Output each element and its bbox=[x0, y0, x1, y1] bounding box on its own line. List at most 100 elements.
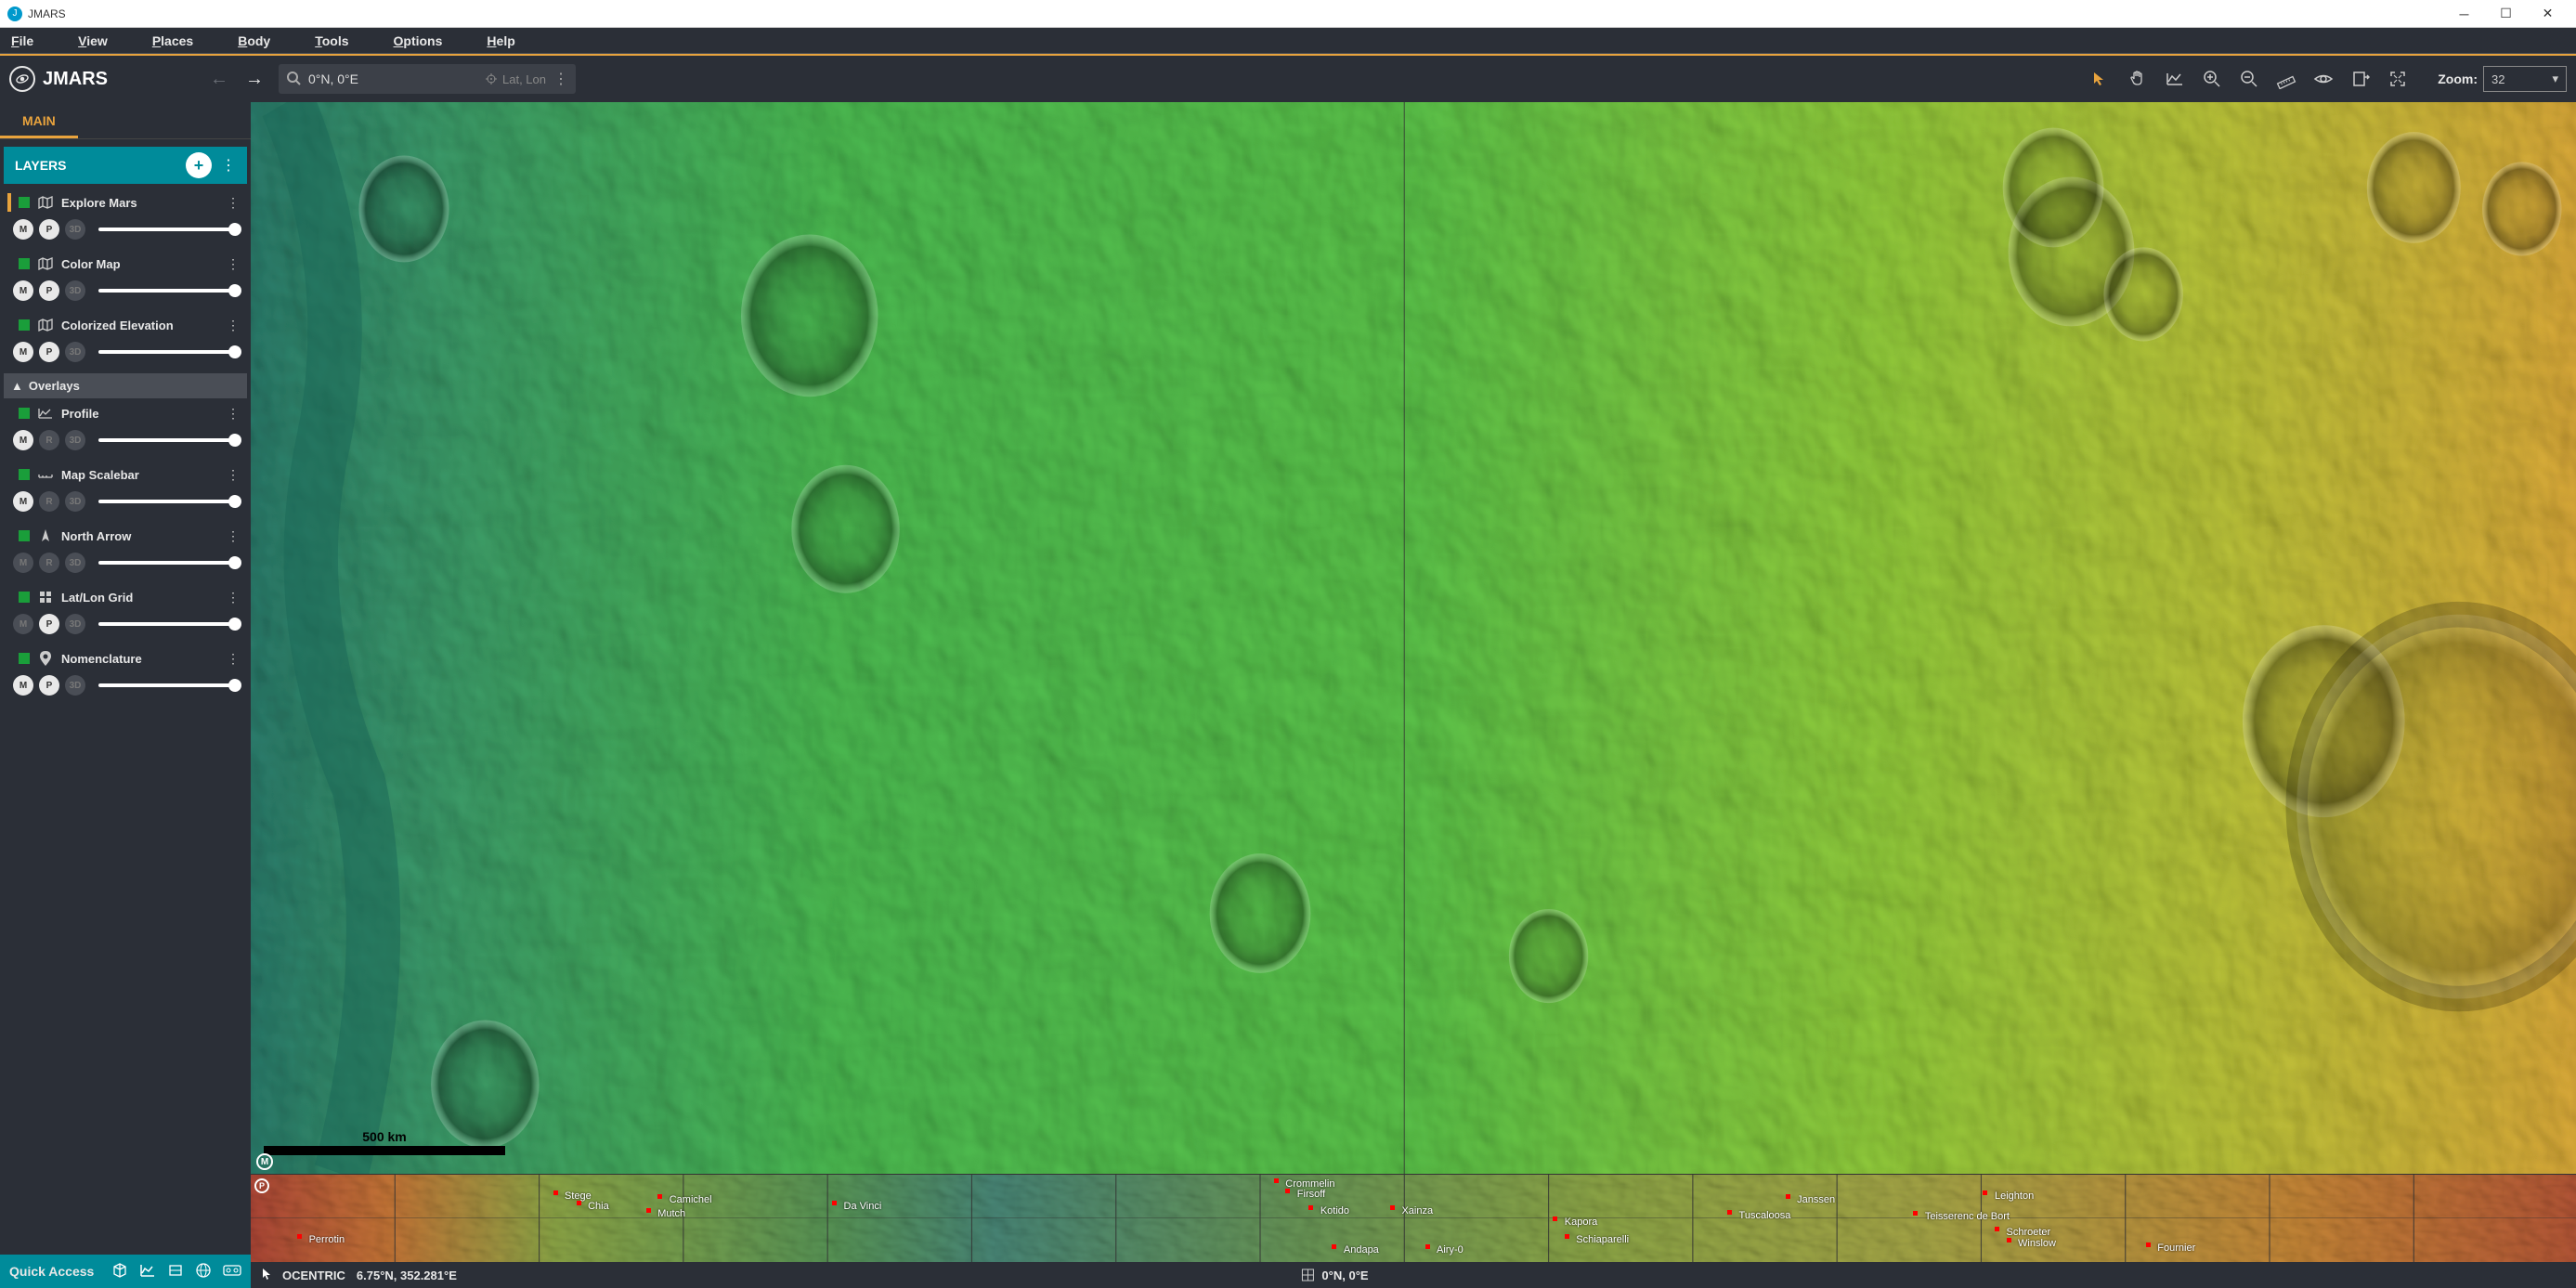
fit-tool-icon[interactable] bbox=[2387, 69, 2408, 89]
layer-visibility-checkbox[interactable] bbox=[19, 258, 30, 269]
maximize-button[interactable]: ☐ bbox=[2485, 0, 2527, 28]
overview-panel[interactable]: P PerrotinStegeChiaCamichelMutchDa Vinci… bbox=[251, 1174, 2576, 1262]
layer-pill-3D[interactable]: 3D bbox=[65, 675, 85, 696]
qa-globe-icon[interactable] bbox=[195, 1262, 212, 1281]
layer-opacity-slider[interactable] bbox=[98, 683, 236, 687]
layer-pill-3D[interactable]: 3D bbox=[65, 553, 85, 573]
layer-menu-icon[interactable]: ⋮ bbox=[223, 406, 243, 422]
layer-row[interactable]: Explore Mars ⋮ bbox=[4, 188, 247, 217]
layer-visibility-checkbox[interactable] bbox=[19, 592, 30, 603]
layer-opacity-slider[interactable] bbox=[98, 289, 236, 293]
layer-row[interactable]: Nomenclature ⋮ bbox=[4, 644, 247, 673]
zoom-in-icon[interactable] bbox=[2202, 69, 2222, 89]
zoom-out-icon[interactable] bbox=[2239, 69, 2259, 89]
layer-menu-icon[interactable]: ⋮ bbox=[223, 651, 243, 667]
layer-pill-R[interactable]: R bbox=[39, 491, 59, 512]
pan-tool-icon[interactable] bbox=[2127, 69, 2148, 89]
slider-thumb[interactable] bbox=[228, 345, 241, 358]
qa-vr-icon[interactable] bbox=[223, 1264, 241, 1280]
layer-opacity-slider[interactable] bbox=[98, 500, 236, 503]
overlays-section-header[interactable]: ▲Overlays bbox=[4, 373, 247, 398]
add-layer-button[interactable]: + bbox=[186, 152, 212, 178]
layer-visibility-checkbox[interactable] bbox=[19, 530, 30, 541]
layer-visibility-checkbox[interactable] bbox=[19, 197, 30, 208]
layer-menu-icon[interactable]: ⋮ bbox=[223, 318, 243, 333]
layer-visibility-checkbox[interactable] bbox=[19, 408, 30, 419]
layer-row[interactable]: North Arrow ⋮ bbox=[4, 521, 247, 551]
menu-file[interactable]: File bbox=[7, 30, 37, 52]
layer-pill-3D[interactable]: 3D bbox=[65, 342, 85, 362]
slider-thumb[interactable] bbox=[228, 618, 241, 631]
export-tool-icon[interactable] bbox=[2350, 69, 2371, 89]
layer-pill-M[interactable]: M bbox=[13, 430, 33, 450]
layer-row[interactable]: Profile ⋮ bbox=[4, 398, 247, 428]
layer-menu-icon[interactable]: ⋮ bbox=[223, 528, 243, 544]
cursor-tool-icon[interactable] bbox=[2090, 69, 2111, 89]
profile-tool-icon[interactable] bbox=[2165, 69, 2185, 89]
layer-pill-R[interactable]: R bbox=[39, 553, 59, 573]
menu-body[interactable]: Body bbox=[234, 30, 274, 52]
menu-tools[interactable]: Tools bbox=[311, 30, 352, 52]
layer-pill-M[interactable]: M bbox=[13, 219, 33, 240]
close-button[interactable]: ✕ bbox=[2527, 0, 2569, 28]
qa-chart-icon[interactable] bbox=[139, 1262, 156, 1281]
layer-pill-P[interactable]: P bbox=[39, 280, 59, 301]
layer-pill-P[interactable]: P bbox=[39, 219, 59, 240]
search-menu-icon[interactable]: ⋮ bbox=[553, 70, 568, 88]
slider-thumb[interactable] bbox=[228, 679, 241, 692]
layer-menu-icon[interactable]: ⋮ bbox=[223, 195, 243, 211]
layer-pill-3D[interactable]: 3D bbox=[65, 219, 85, 240]
layer-menu-icon[interactable]: ⋮ bbox=[223, 256, 243, 272]
layer-menu-icon[interactable]: ⋮ bbox=[223, 590, 243, 605]
menu-options[interactable]: Options bbox=[390, 30, 447, 52]
layer-pill-M[interactable]: M bbox=[13, 491, 33, 512]
layer-visibility-checkbox[interactable] bbox=[19, 653, 30, 664]
layer-pill-R[interactable]: R bbox=[39, 430, 59, 450]
menu-places[interactable]: Places bbox=[149, 30, 197, 52]
layer-pill-M[interactable]: M bbox=[13, 342, 33, 362]
nav-back[interactable]: ← bbox=[206, 65, 232, 94]
slider-thumb[interactable] bbox=[228, 495, 241, 508]
layer-opacity-slider[interactable] bbox=[98, 438, 236, 442]
layer-opacity-slider[interactable] bbox=[98, 561, 236, 565]
layers-menu-icon[interactable]: ⋮ bbox=[221, 156, 236, 175]
layer-pill-M[interactable]: M bbox=[13, 675, 33, 696]
layer-pill-P[interactable]: P bbox=[39, 614, 59, 634]
nav-forward[interactable]: → bbox=[241, 65, 267, 94]
menu-view[interactable]: View bbox=[74, 30, 111, 52]
zoom-select[interactable]: 32 ▾ bbox=[2483, 66, 2567, 92]
layer-pill-3D[interactable]: 3D bbox=[65, 491, 85, 512]
layer-opacity-slider[interactable] bbox=[98, 622, 236, 626]
qa-3d-icon[interactable] bbox=[111, 1262, 128, 1281]
slider-thumb[interactable] bbox=[228, 223, 241, 236]
layer-pill-M[interactable]: M bbox=[13, 553, 33, 573]
layer-row[interactable]: Color Map ⋮ bbox=[4, 249, 247, 279]
layer-menu-icon[interactable]: ⋮ bbox=[223, 467, 243, 483]
layer-pill-P[interactable]: P bbox=[39, 342, 59, 362]
layer-opacity-slider[interactable] bbox=[98, 228, 236, 231]
menu-help[interactable]: Help bbox=[483, 30, 518, 52]
layer-pill-3D[interactable]: 3D bbox=[65, 280, 85, 301]
layer-pill-3D[interactable]: 3D bbox=[65, 430, 85, 450]
layer-visibility-checkbox[interactable] bbox=[19, 469, 30, 480]
layer-row[interactable]: Map Scalebar ⋮ bbox=[4, 460, 247, 489]
search-box[interactable]: 0°N, 0°E Lat, Lon ⋮ bbox=[279, 64, 576, 94]
map-canvas[interactable]: 500 km M bbox=[251, 102, 2576, 1174]
qa-layers-icon[interactable] bbox=[167, 1262, 184, 1281]
layer-row[interactable]: Lat/Lon Grid ⋮ bbox=[4, 582, 247, 612]
investigate-tool-icon[interactable] bbox=[2313, 69, 2334, 89]
layer-opacity-slider[interactable] bbox=[98, 350, 236, 354]
layer-pill-P[interactable]: P bbox=[39, 675, 59, 696]
minimize-button[interactable]: ─ bbox=[2443, 0, 2485, 28]
layer-pill-M[interactable]: M bbox=[13, 614, 33, 634]
slider-thumb[interactable] bbox=[228, 284, 241, 297]
layer-visibility-checkbox[interactable] bbox=[19, 319, 30, 331]
layer-row[interactable]: Colorized Elevation ⋮ bbox=[4, 310, 247, 340]
tab-main[interactable]: MAIN bbox=[0, 106, 78, 138]
slider-thumb[interactable] bbox=[228, 434, 241, 447]
layer-list[interactable]: Explore Mars ⋮ M P 3D Color Map ⋮ M P 3D bbox=[0, 184, 251, 1255]
ruler-tool-icon[interactable] bbox=[2276, 69, 2296, 89]
slider-thumb[interactable] bbox=[228, 556, 241, 569]
layer-pill-3D[interactable]: 3D bbox=[65, 614, 85, 634]
layer-pill-M[interactable]: M bbox=[13, 280, 33, 301]
